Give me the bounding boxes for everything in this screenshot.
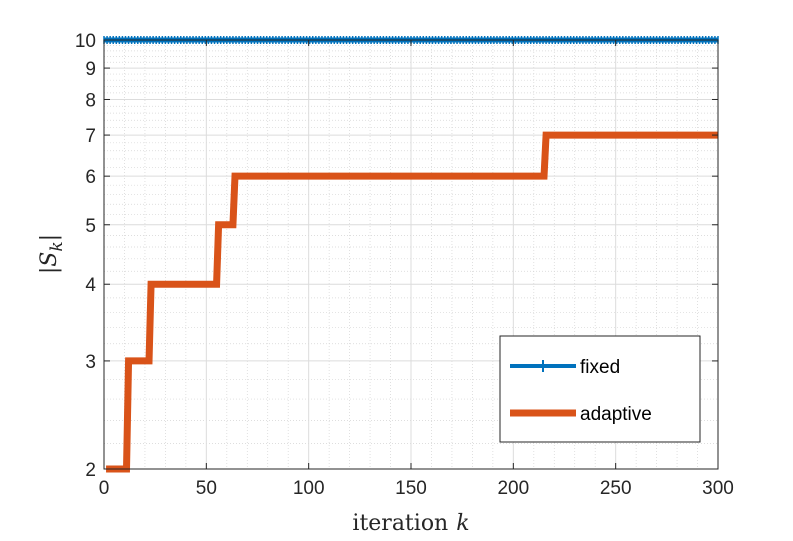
y-tick-label: 4 bbox=[85, 275, 96, 296]
x-tick-label: 200 bbox=[497, 478, 529, 499]
legend-adaptive-label: adaptive bbox=[580, 404, 652, 425]
y-tick-label: 7 bbox=[85, 126, 96, 147]
x-axis-label: iteration k bbox=[352, 511, 469, 536]
y-tick-label: 8 bbox=[85, 90, 96, 111]
legend-fixed-marker bbox=[537, 360, 549, 372]
x-tick-label: 100 bbox=[293, 478, 325, 499]
y-tick-labels: 2 3 4 5 6 7 8 9 10 bbox=[75, 31, 97, 481]
x-axis-label-variable: k bbox=[456, 511, 469, 536]
x-tick-label: 0 bbox=[99, 478, 110, 499]
y-tick-label: 2 bbox=[85, 460, 96, 481]
y-tick-label: 6 bbox=[85, 167, 96, 188]
legend: fixed adaptive bbox=[499, 335, 701, 443]
y-tick-label: 9 bbox=[85, 59, 96, 80]
x-tick-label: 300 bbox=[702, 478, 734, 499]
y-axis-label-var: S bbox=[37, 252, 62, 267]
y-axis-label: |Sk| bbox=[37, 234, 67, 274]
y-tick-label: 5 bbox=[85, 216, 96, 237]
x-tick-label: 150 bbox=[395, 478, 427, 499]
svg-text:|Sk|: |Sk| bbox=[37, 234, 67, 274]
x-tick-label: 50 bbox=[196, 478, 217, 499]
y-axis-label-bar-right: | bbox=[37, 234, 62, 241]
x-tick-labels: 0 50 100 150 200 250 300 bbox=[99, 478, 734, 499]
legend-fixed-label: fixed bbox=[580, 357, 620, 378]
x-axis-label-text: iteration bbox=[352, 511, 448, 536]
series-adaptive-line bbox=[106, 131, 718, 473]
legend-box bbox=[499, 335, 701, 443]
y-axis-label-subscript: k bbox=[47, 241, 67, 251]
ticks-layer bbox=[103, 39, 719, 470]
y-tick-label: 10 bbox=[75, 31, 96, 52]
x-tick-label: 250 bbox=[600, 478, 632, 499]
y-axis-label-bar-left: | bbox=[37, 267, 62, 274]
y-tick-label: 3 bbox=[85, 352, 96, 373]
